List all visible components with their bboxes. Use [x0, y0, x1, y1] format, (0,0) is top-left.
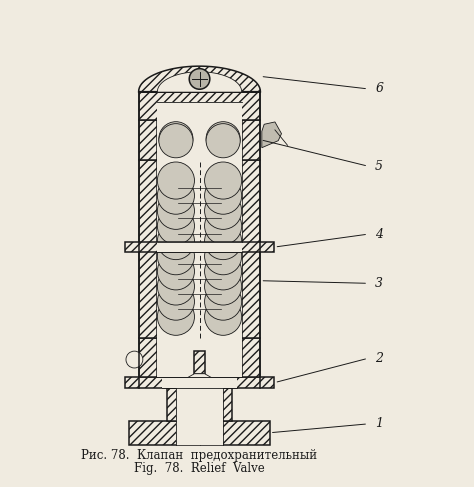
Bar	[162, 377, 237, 388]
Bar	[138, 337, 157, 377]
Circle shape	[157, 177, 194, 214]
Circle shape	[205, 253, 242, 290]
Circle shape	[157, 162, 194, 199]
Bar	[176, 388, 223, 421]
Bar	[157, 120, 242, 160]
Text: Fig.  78.  Relief  Valve: Fig. 78. Relief Valve	[134, 462, 265, 475]
Bar	[157, 337, 242, 377]
Circle shape	[157, 238, 194, 275]
Polygon shape	[262, 122, 282, 148]
Bar	[242, 337, 260, 377]
Circle shape	[206, 124, 240, 158]
Circle shape	[205, 298, 242, 336]
Bar	[138, 160, 157, 337]
Circle shape	[205, 223, 242, 260]
Polygon shape	[188, 374, 211, 377]
Circle shape	[159, 122, 193, 156]
Circle shape	[126, 351, 143, 368]
Bar	[157, 102, 242, 120]
Text: 4: 4	[375, 227, 383, 241]
Circle shape	[205, 238, 242, 275]
Circle shape	[157, 298, 194, 336]
Circle shape	[205, 177, 242, 214]
Circle shape	[205, 162, 242, 199]
Circle shape	[157, 207, 194, 244]
Circle shape	[157, 283, 194, 320]
Bar	[138, 92, 260, 120]
Bar	[125, 242, 274, 252]
Polygon shape	[138, 66, 260, 92]
Circle shape	[205, 207, 242, 244]
Polygon shape	[157, 72, 242, 92]
Bar	[138, 120, 157, 160]
Circle shape	[157, 253, 194, 290]
Text: 3: 3	[375, 277, 383, 290]
Circle shape	[205, 283, 242, 320]
Bar	[242, 160, 260, 337]
Bar	[125, 377, 274, 388]
Bar	[157, 242, 242, 252]
Text: 6: 6	[375, 82, 383, 95]
Bar	[167, 388, 232, 421]
Bar	[242, 120, 260, 160]
Bar	[194, 351, 205, 374]
Bar	[129, 421, 270, 445]
Text: 2: 2	[375, 352, 383, 365]
Text: Рис. 78.  Клапан  предохранительный: Рис. 78. Клапан предохранительный	[82, 449, 318, 462]
Circle shape	[157, 268, 194, 305]
Circle shape	[189, 69, 210, 89]
Circle shape	[159, 124, 193, 158]
Circle shape	[205, 268, 242, 305]
Circle shape	[157, 192, 194, 229]
Bar	[176, 421, 223, 445]
Text: 5: 5	[375, 160, 383, 173]
Circle shape	[206, 122, 240, 156]
Circle shape	[157, 223, 194, 260]
Text: 1: 1	[375, 417, 383, 431]
Bar	[157, 160, 242, 337]
Circle shape	[205, 192, 242, 229]
